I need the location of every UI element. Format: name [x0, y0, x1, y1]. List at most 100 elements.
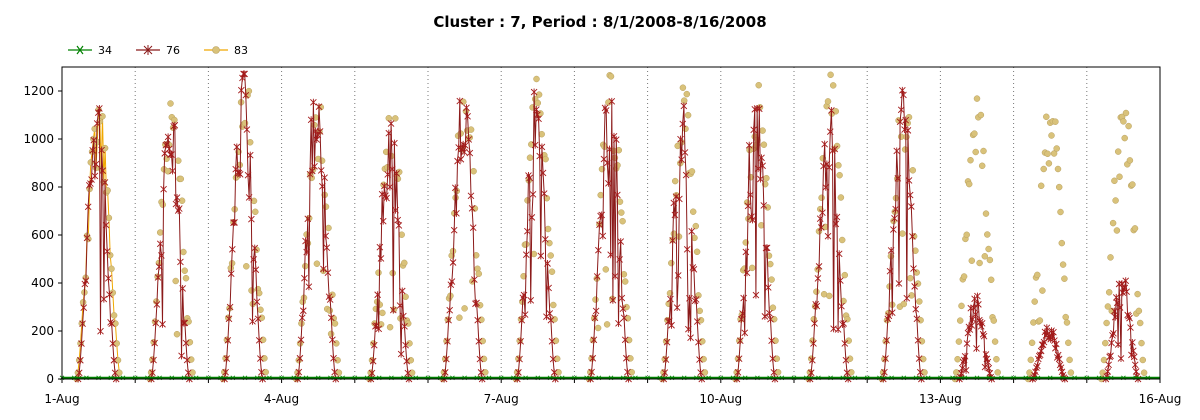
series-76-point [606, 145, 613, 153]
series-83-point [679, 84, 687, 91]
series-83-point [1113, 227, 1121, 234]
series-76-point [687, 334, 694, 342]
series-76-point [671, 211, 679, 219]
series-76-point [82, 277, 90, 285]
series-76-point [151, 339, 158, 347]
series-76-point [747, 191, 754, 199]
series-83-point [101, 144, 109, 152]
series-76-point [252, 266, 260, 274]
series-83-point [960, 273, 968, 280]
series-76-point [404, 369, 412, 377]
series-76-point [517, 337, 524, 345]
series-76-point [905, 176, 913, 184]
series-83-point [991, 338, 999, 345]
series-83-point [697, 316, 705, 324]
series-76-point [230, 219, 237, 227]
series-83-point [167, 100, 174, 107]
series-83-point [245, 87, 253, 95]
series-83-point [909, 167, 917, 174]
grid [134, 67, 1088, 379]
series-83-point [402, 293, 409, 301]
series-76-point [448, 278, 456, 286]
series-83-point [899, 230, 906, 237]
series-76-point [97, 327, 104, 335]
series-83-point [967, 156, 974, 164]
series-83-point [156, 229, 164, 236]
series-76-point [897, 106, 905, 114]
series-76-point [463, 104, 470, 112]
series-83-point [773, 355, 781, 362]
series-83-point [1104, 303, 1112, 310]
series-83-point [978, 162, 986, 170]
series-76-point [370, 341, 378, 349]
series-76-point [453, 209, 460, 217]
series-76-point [1126, 314, 1133, 322]
series-76-point [618, 294, 626, 302]
series-76-point [171, 121, 179, 129]
series-76-point [1117, 354, 1125, 362]
series-83-point [955, 338, 963, 345]
series-76-point [299, 307, 307, 315]
series-76-point [670, 199, 678, 207]
series-76-point [912, 305, 920, 313]
series-83-point [441, 355, 449, 363]
series-76-point [1129, 347, 1137, 355]
series-76-point [750, 126, 758, 134]
series-76-point [980, 332, 988, 340]
series-76-point [255, 336, 263, 344]
series-76-point [663, 338, 671, 346]
series-76-point [892, 205, 899, 213]
series-76-point [1111, 313, 1119, 321]
series-76-point [182, 339, 190, 347]
series-76-point [1050, 328, 1057, 336]
series-76-point [528, 213, 536, 221]
series-83-point [1043, 113, 1050, 121]
series-83-point [774, 369, 782, 376]
series-76-point [814, 274, 822, 282]
series-76-point [978, 319, 986, 327]
series-76-point [246, 151, 254, 159]
series-76-point [833, 213, 841, 221]
series-76-point [385, 129, 393, 137]
series-83-point [985, 245, 992, 253]
series-76-point [619, 305, 627, 313]
series-83-point [1027, 356, 1035, 364]
series-76-point [393, 169, 400, 177]
series-76-point [173, 194, 181, 202]
series-76-point [589, 354, 597, 362]
series-76-point [451, 184, 459, 192]
series-76-point [689, 263, 697, 271]
series-76-point [253, 298, 261, 306]
series-76-point [471, 276, 478, 284]
series-83-point [327, 330, 335, 338]
series-76-point [916, 368, 924, 376]
series-76-point [155, 263, 163, 271]
series-76-point [1032, 368, 1039, 376]
series-76-point [911, 282, 918, 290]
series-83-point [181, 267, 188, 274]
series-76-point [400, 312, 407, 320]
series-83-point [74, 369, 82, 376]
series-76-point [590, 336, 598, 344]
series-83-point [973, 95, 981, 102]
series-76-point [890, 226, 897, 234]
series-83-point [971, 130, 978, 137]
y-tick-label-0: 0 [46, 372, 54, 386]
series-83-point [325, 224, 332, 232]
series-76-point [599, 232, 607, 240]
series-76-point [736, 337, 744, 345]
series-76-point [94, 109, 102, 117]
series-76-point [742, 248, 750, 256]
series-83-point [815, 228, 823, 235]
series-76-point [254, 315, 262, 323]
series-83-point [692, 222, 700, 230]
series-76-point [536, 152, 544, 160]
series-76-point [520, 291, 528, 299]
series-76-point [985, 364, 993, 372]
series-83-point [826, 292, 833, 300]
series-76-point [394, 216, 402, 224]
series-83-point [1039, 287, 1046, 294]
series-76-point [537, 252, 545, 260]
series-76-point [1123, 288, 1130, 296]
series-76-point [838, 302, 845, 310]
